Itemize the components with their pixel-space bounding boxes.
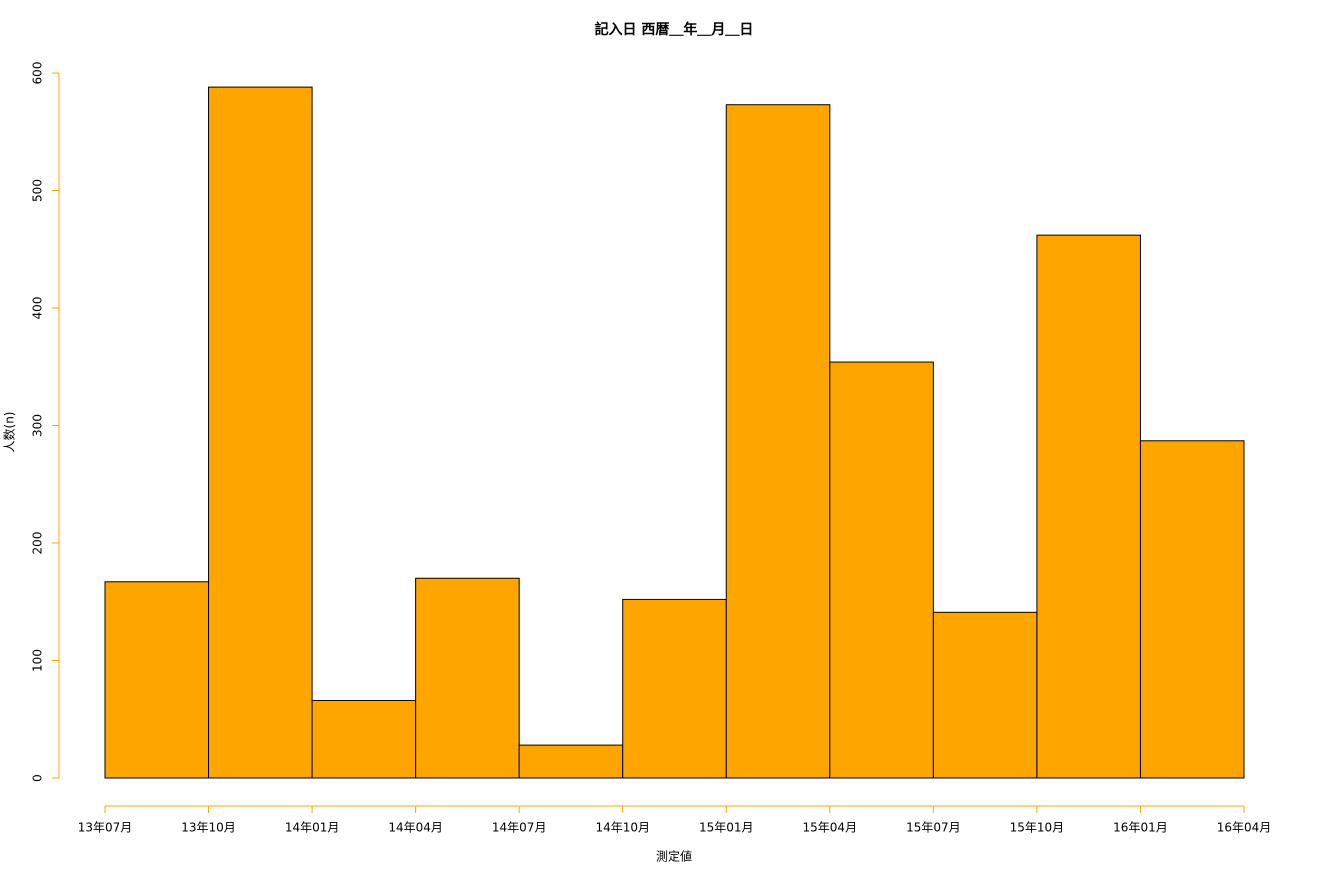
- chart-title: 記入日 西暦＿年＿月＿日: [595, 21, 754, 38]
- x-axis-label: 測定値: [656, 849, 692, 864]
- x-tick-label: 14年01月: [285, 821, 340, 835]
- y-tick-label: 400: [31, 297, 45, 320]
- bar: [622, 598, 727, 779]
- x-tick-label: 14年10月: [595, 821, 650, 835]
- bar: [1036, 234, 1141, 779]
- x-tick-label: 16年01月: [1113, 821, 1168, 835]
- bar: [104, 581, 210, 779]
- x-tick-label: 13年07月: [78, 821, 133, 835]
- x-tick-label: 14年04月: [388, 821, 443, 835]
- bar: [932, 611, 1038, 779]
- bar: [518, 744, 624, 779]
- bar: [311, 699, 417, 779]
- x-tick-label: 14年07月: [492, 821, 547, 835]
- bar: [725, 104, 831, 779]
- x-tick-label: 15年04月: [803, 821, 858, 835]
- bar: [1139, 440, 1245, 779]
- bar: [829, 361, 934, 779]
- y-axis-label: 人数(n): [2, 412, 17, 453]
- y-tick-label: 200: [31, 532, 45, 555]
- y-tick-label: 600: [31, 62, 45, 85]
- y-tick-label: 500: [31, 179, 45, 202]
- x-tick-label: 15年07月: [906, 821, 961, 835]
- y-tick-label: 300: [31, 414, 45, 437]
- x-tick-label: 15年01月: [699, 821, 754, 835]
- bar: [208, 86, 313, 779]
- x-tick-label: 13年10月: [181, 821, 236, 835]
- y-tick-label: 100: [31, 649, 45, 672]
- bar: [415, 577, 520, 779]
- y-tick-label: 0: [31, 774, 45, 782]
- x-tick-label: 15年10月: [1010, 821, 1065, 835]
- x-tick-label: 16年04月: [1217, 821, 1272, 835]
